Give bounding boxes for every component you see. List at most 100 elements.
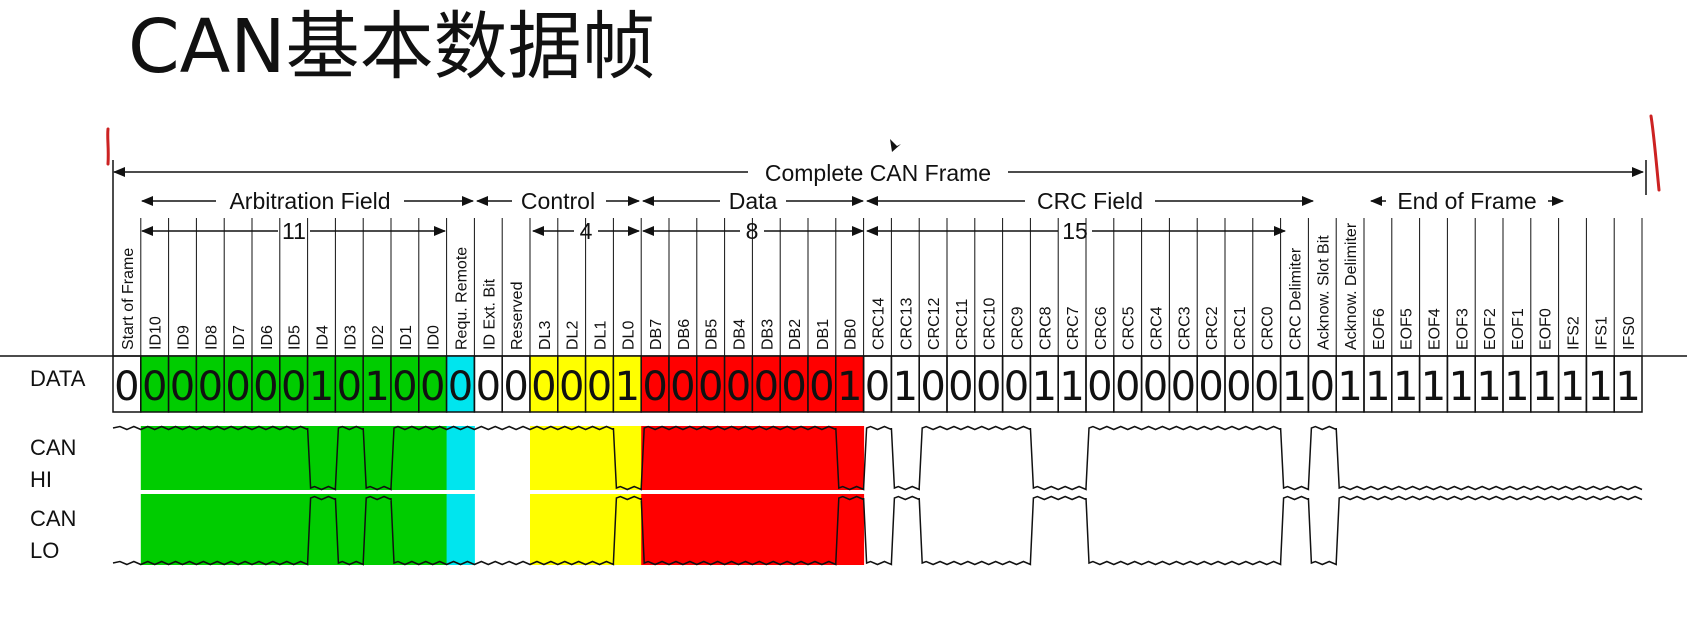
bit-name: ID0 xyxy=(426,325,443,350)
bit-column: ID8 0 xyxy=(195,218,225,413)
bit-value: 0 xyxy=(225,364,250,410)
hi-band-fill xyxy=(557,426,587,490)
hi-band-fill xyxy=(279,426,309,490)
bit-value: 0 xyxy=(781,364,806,410)
bit-column: ID9 0 xyxy=(167,218,198,413)
bit-value: 1 xyxy=(1032,364,1057,410)
hi-band-fill xyxy=(224,426,253,490)
row-label-data: DATA xyxy=(30,366,86,391)
bit-value: 0 xyxy=(1171,364,1196,410)
bit-value: 1 xyxy=(1504,364,1529,410)
bit-value: 0 xyxy=(754,364,779,410)
bit-column: Requ. Remote 0 xyxy=(445,218,476,413)
bit-name: CRC6 xyxy=(1093,306,1110,350)
bit-column: Acknow. Slot Bit 0 xyxy=(1307,218,1337,413)
bit-column: ID7 0 xyxy=(223,218,253,413)
bit-cell-fill xyxy=(307,356,336,412)
span-end-of-frame: End of Frame xyxy=(1370,187,1564,215)
span-complete-label: Complete CAN Frame xyxy=(765,160,991,186)
lo-band-fill xyxy=(391,494,420,565)
hi-band-fill xyxy=(418,426,448,490)
bit-column: CRC9 0 xyxy=(1001,218,1032,413)
bit-cell-fill xyxy=(252,356,280,412)
bit-value: 0 xyxy=(1087,364,1112,410)
bit-column: CRC14 0 xyxy=(862,218,893,413)
bit-name: CRC Delimiter xyxy=(1288,247,1305,350)
bit-name: DB2 xyxy=(787,319,804,350)
span-crc-label: CRC Field xyxy=(1037,188,1143,214)
bit-name: CRC13 xyxy=(898,297,915,350)
hi-band-fill xyxy=(585,426,614,490)
bit-name: EOF1 xyxy=(1510,308,1527,350)
lo-band-fill xyxy=(641,494,670,565)
bit-value: 0 xyxy=(948,364,973,410)
bit-name: DL3 xyxy=(537,321,554,350)
bit-value: 1 xyxy=(1449,364,1474,410)
lo-band-fill xyxy=(279,494,309,565)
bit-name: EOF0 xyxy=(1538,308,1555,350)
lo-band-fill xyxy=(724,494,753,565)
bit-name: CRC10 xyxy=(982,297,999,350)
hi-band-fill xyxy=(696,426,726,490)
bit-cell-fill xyxy=(724,356,753,412)
bit-name: ID5 xyxy=(287,325,304,350)
bit-name: DL2 xyxy=(565,321,582,350)
lo-band-fill xyxy=(557,494,587,565)
span-eof-label: End of Frame xyxy=(1397,188,1536,214)
bit-value: 0 xyxy=(726,364,751,410)
lo-band-fill xyxy=(168,494,197,565)
bit-name: CRC4 xyxy=(1149,306,1166,350)
span-data: Data xyxy=(642,187,864,215)
bit-cell-fill xyxy=(335,356,364,412)
bit-value: 0 xyxy=(1143,364,1168,410)
bit-cell-fill xyxy=(641,356,669,412)
lo-band-fill xyxy=(585,494,614,565)
bit-column: ID4 1 xyxy=(306,218,337,413)
bit-column: IFS1 1 xyxy=(1585,218,1615,413)
bit-value: 1 xyxy=(1615,364,1640,410)
bit-value: 0 xyxy=(253,364,278,410)
bit-name: DL0 xyxy=(620,321,637,350)
lo-band-fill xyxy=(696,494,726,565)
row-label-can-lo-1: CAN xyxy=(30,506,76,531)
bit-name: DB1 xyxy=(815,319,832,350)
bit-column: Reserved 0 xyxy=(501,218,531,413)
bit-name: ID10 xyxy=(148,316,165,350)
bit-column: EOF0 1 xyxy=(1530,218,1560,413)
bit-column: CRC11 0 xyxy=(946,218,976,413)
bit-value: 1 xyxy=(1337,364,1362,410)
bit-cell-fill xyxy=(808,356,836,412)
bit-column: CRC10 0 xyxy=(974,218,1004,413)
hi-band-fill xyxy=(196,426,225,490)
hi-band-fill xyxy=(835,426,865,490)
bit-value: 0 xyxy=(698,364,723,410)
lo-band-fill xyxy=(252,494,281,565)
red-marker-right xyxy=(1649,114,1661,192)
lo-band-fill xyxy=(224,494,253,565)
bit-value: 1 xyxy=(1393,364,1418,410)
bit-cell-fill xyxy=(446,356,475,412)
count-arbitration: 11 xyxy=(141,218,446,244)
bit-column: ID3 0 xyxy=(334,218,364,413)
bit-name: CRC11 xyxy=(954,299,971,350)
hi-band-fill xyxy=(363,426,392,490)
hi-band-fill xyxy=(530,426,559,490)
lo-band-fill xyxy=(780,494,809,565)
bit-column: CRC4 0 xyxy=(1140,218,1171,413)
bit-value: 0 xyxy=(559,364,584,410)
bit-value: 1 xyxy=(893,364,918,410)
bit-name: DB6 xyxy=(676,319,693,350)
bit-value: 0 xyxy=(1198,364,1223,410)
lo-band-fill xyxy=(363,494,392,565)
count-crc: 15 xyxy=(866,218,1286,244)
bit-name: EOF5 xyxy=(1399,308,1416,350)
bit-cell-fill xyxy=(363,356,391,412)
bit-cell-fill xyxy=(279,356,308,412)
bit-cell-fill xyxy=(780,356,808,412)
bit-name: DL1 xyxy=(593,321,610,350)
